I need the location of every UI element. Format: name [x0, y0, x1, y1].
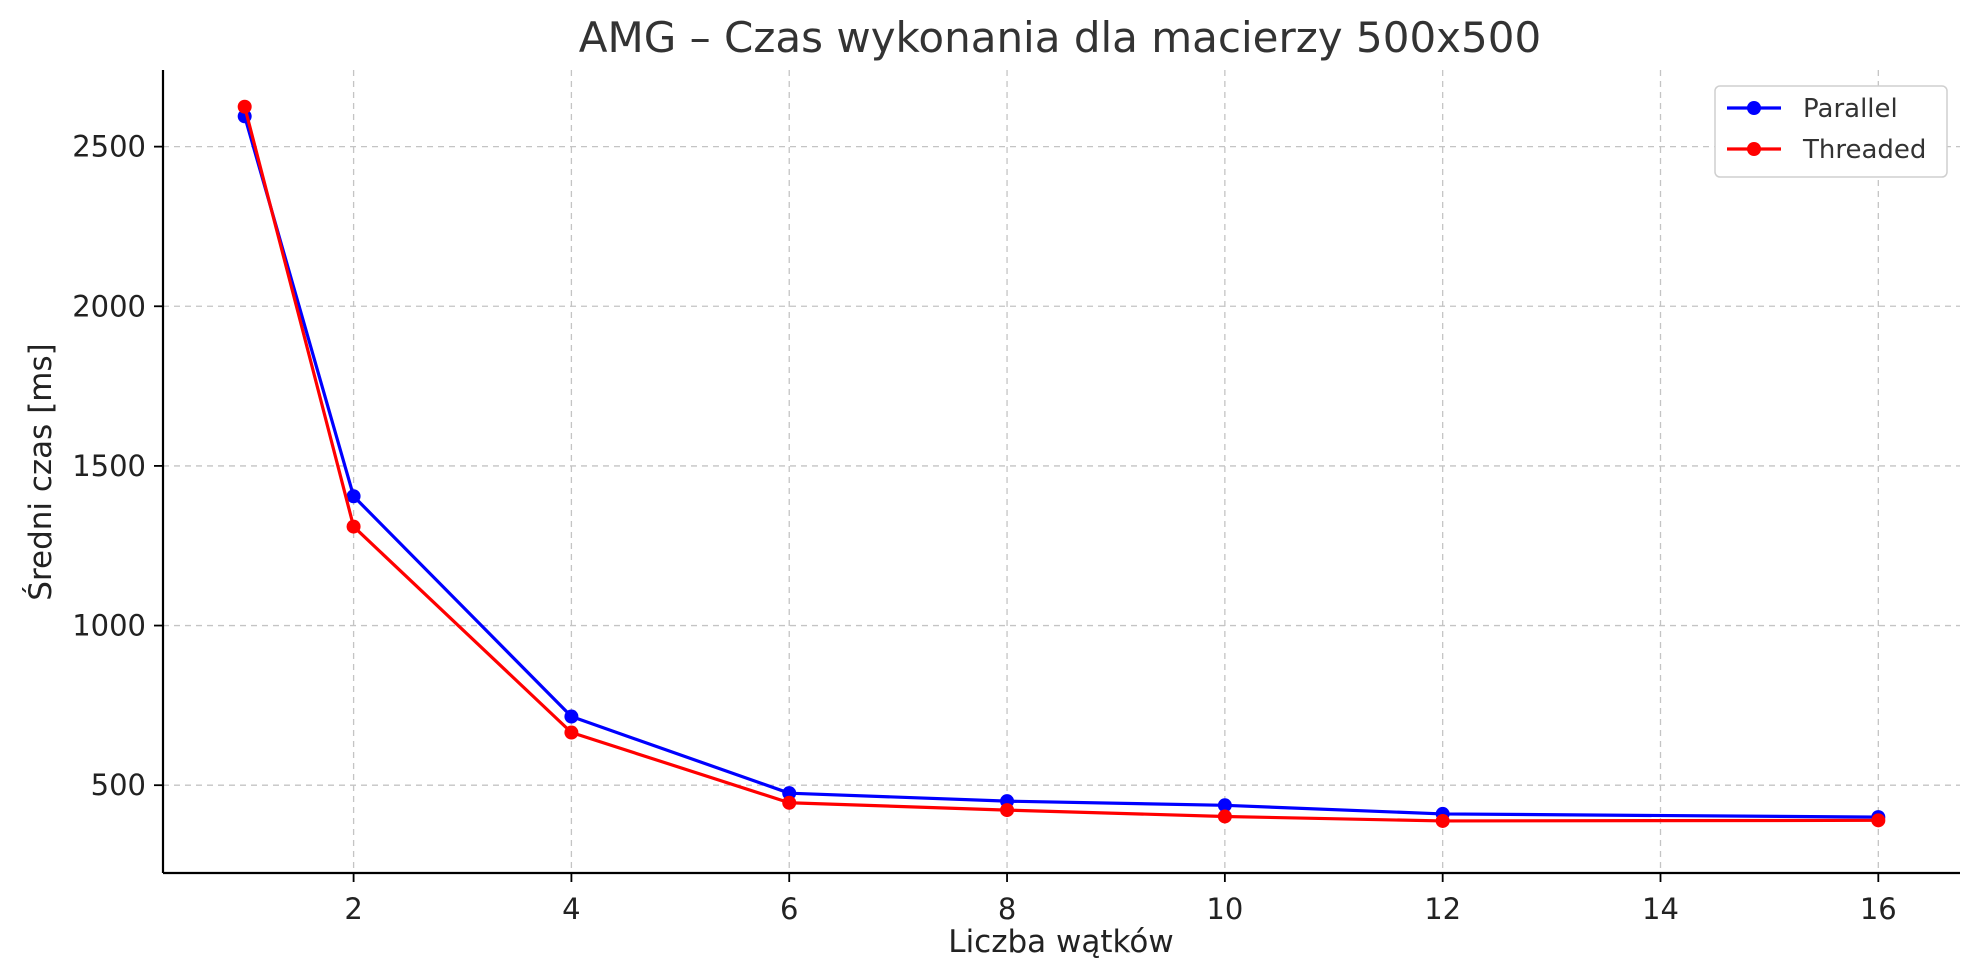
x-tick-label: 6 — [780, 892, 798, 926]
data-point-parallel — [564, 709, 579, 724]
legend-marker-parallel — [1747, 101, 1761, 115]
y-axis-label: Średni czas [ms] — [22, 343, 59, 600]
series-layer — [237, 99, 1886, 828]
axes — [161, 70, 1960, 875]
legend-entries: Parallel Threaded — [1727, 94, 1926, 165]
series-line-threaded — [243, 106, 1879, 823]
data-point-parallel — [1217, 798, 1232, 813]
y-ticks: 500 1000 1500 2000 2500 — [72, 130, 163, 802]
grid — [163, 70, 1960, 873]
x-tick-label: 16 — [1860, 892, 1897, 926]
series-parallel — [237, 109, 1886, 825]
y-tick-label: 1000 — [72, 609, 146, 643]
legend-label-parallel: Parallel — [1803, 94, 1898, 124]
y-tick-label: 1500 — [72, 449, 146, 483]
x-tick-label: 8 — [998, 892, 1016, 926]
data-point-threaded — [1435, 813, 1450, 828]
series-line-parallel — [243, 115, 1879, 819]
x-tick-label: 10 — [1206, 892, 1243, 926]
legend-label-threaded: Threaded — [1802, 135, 1926, 165]
data-point-threaded — [782, 795, 797, 810]
y-tick-label: 500 — [91, 768, 146, 802]
data-point-threaded — [346, 519, 361, 534]
x-tick-label: 12 — [1424, 892, 1461, 926]
legend-marker-threaded — [1747, 142, 1761, 156]
data-point-threaded — [1871, 813, 1886, 828]
y-tick-label: 2500 — [72, 130, 146, 164]
y-tick-label: 2000 — [72, 289, 146, 323]
data-point-threaded — [1217, 809, 1232, 824]
x-axis-label: Liczba wątków — [948, 924, 1173, 960]
x-tick-label: 4 — [562, 892, 580, 926]
x-tick-label: 2 — [344, 892, 362, 926]
legend: Parallel Threaded — [1714, 85, 1948, 178]
data-point-parallel — [346, 489, 361, 504]
x-ticks: 2 4 6 8 10 12 14 16 — [344, 873, 1897, 926]
series-threaded — [237, 99, 1886, 828]
data-point-threaded — [564, 725, 579, 740]
data-point-threaded — [1000, 803, 1015, 818]
data-point-threaded — [237, 99, 252, 114]
chart-title: AMG – Czas wykonania dla macierzy 500x50… — [579, 13, 1541, 62]
data-point-parallel — [782, 786, 797, 801]
x-tick-label: 14 — [1642, 892, 1679, 926]
